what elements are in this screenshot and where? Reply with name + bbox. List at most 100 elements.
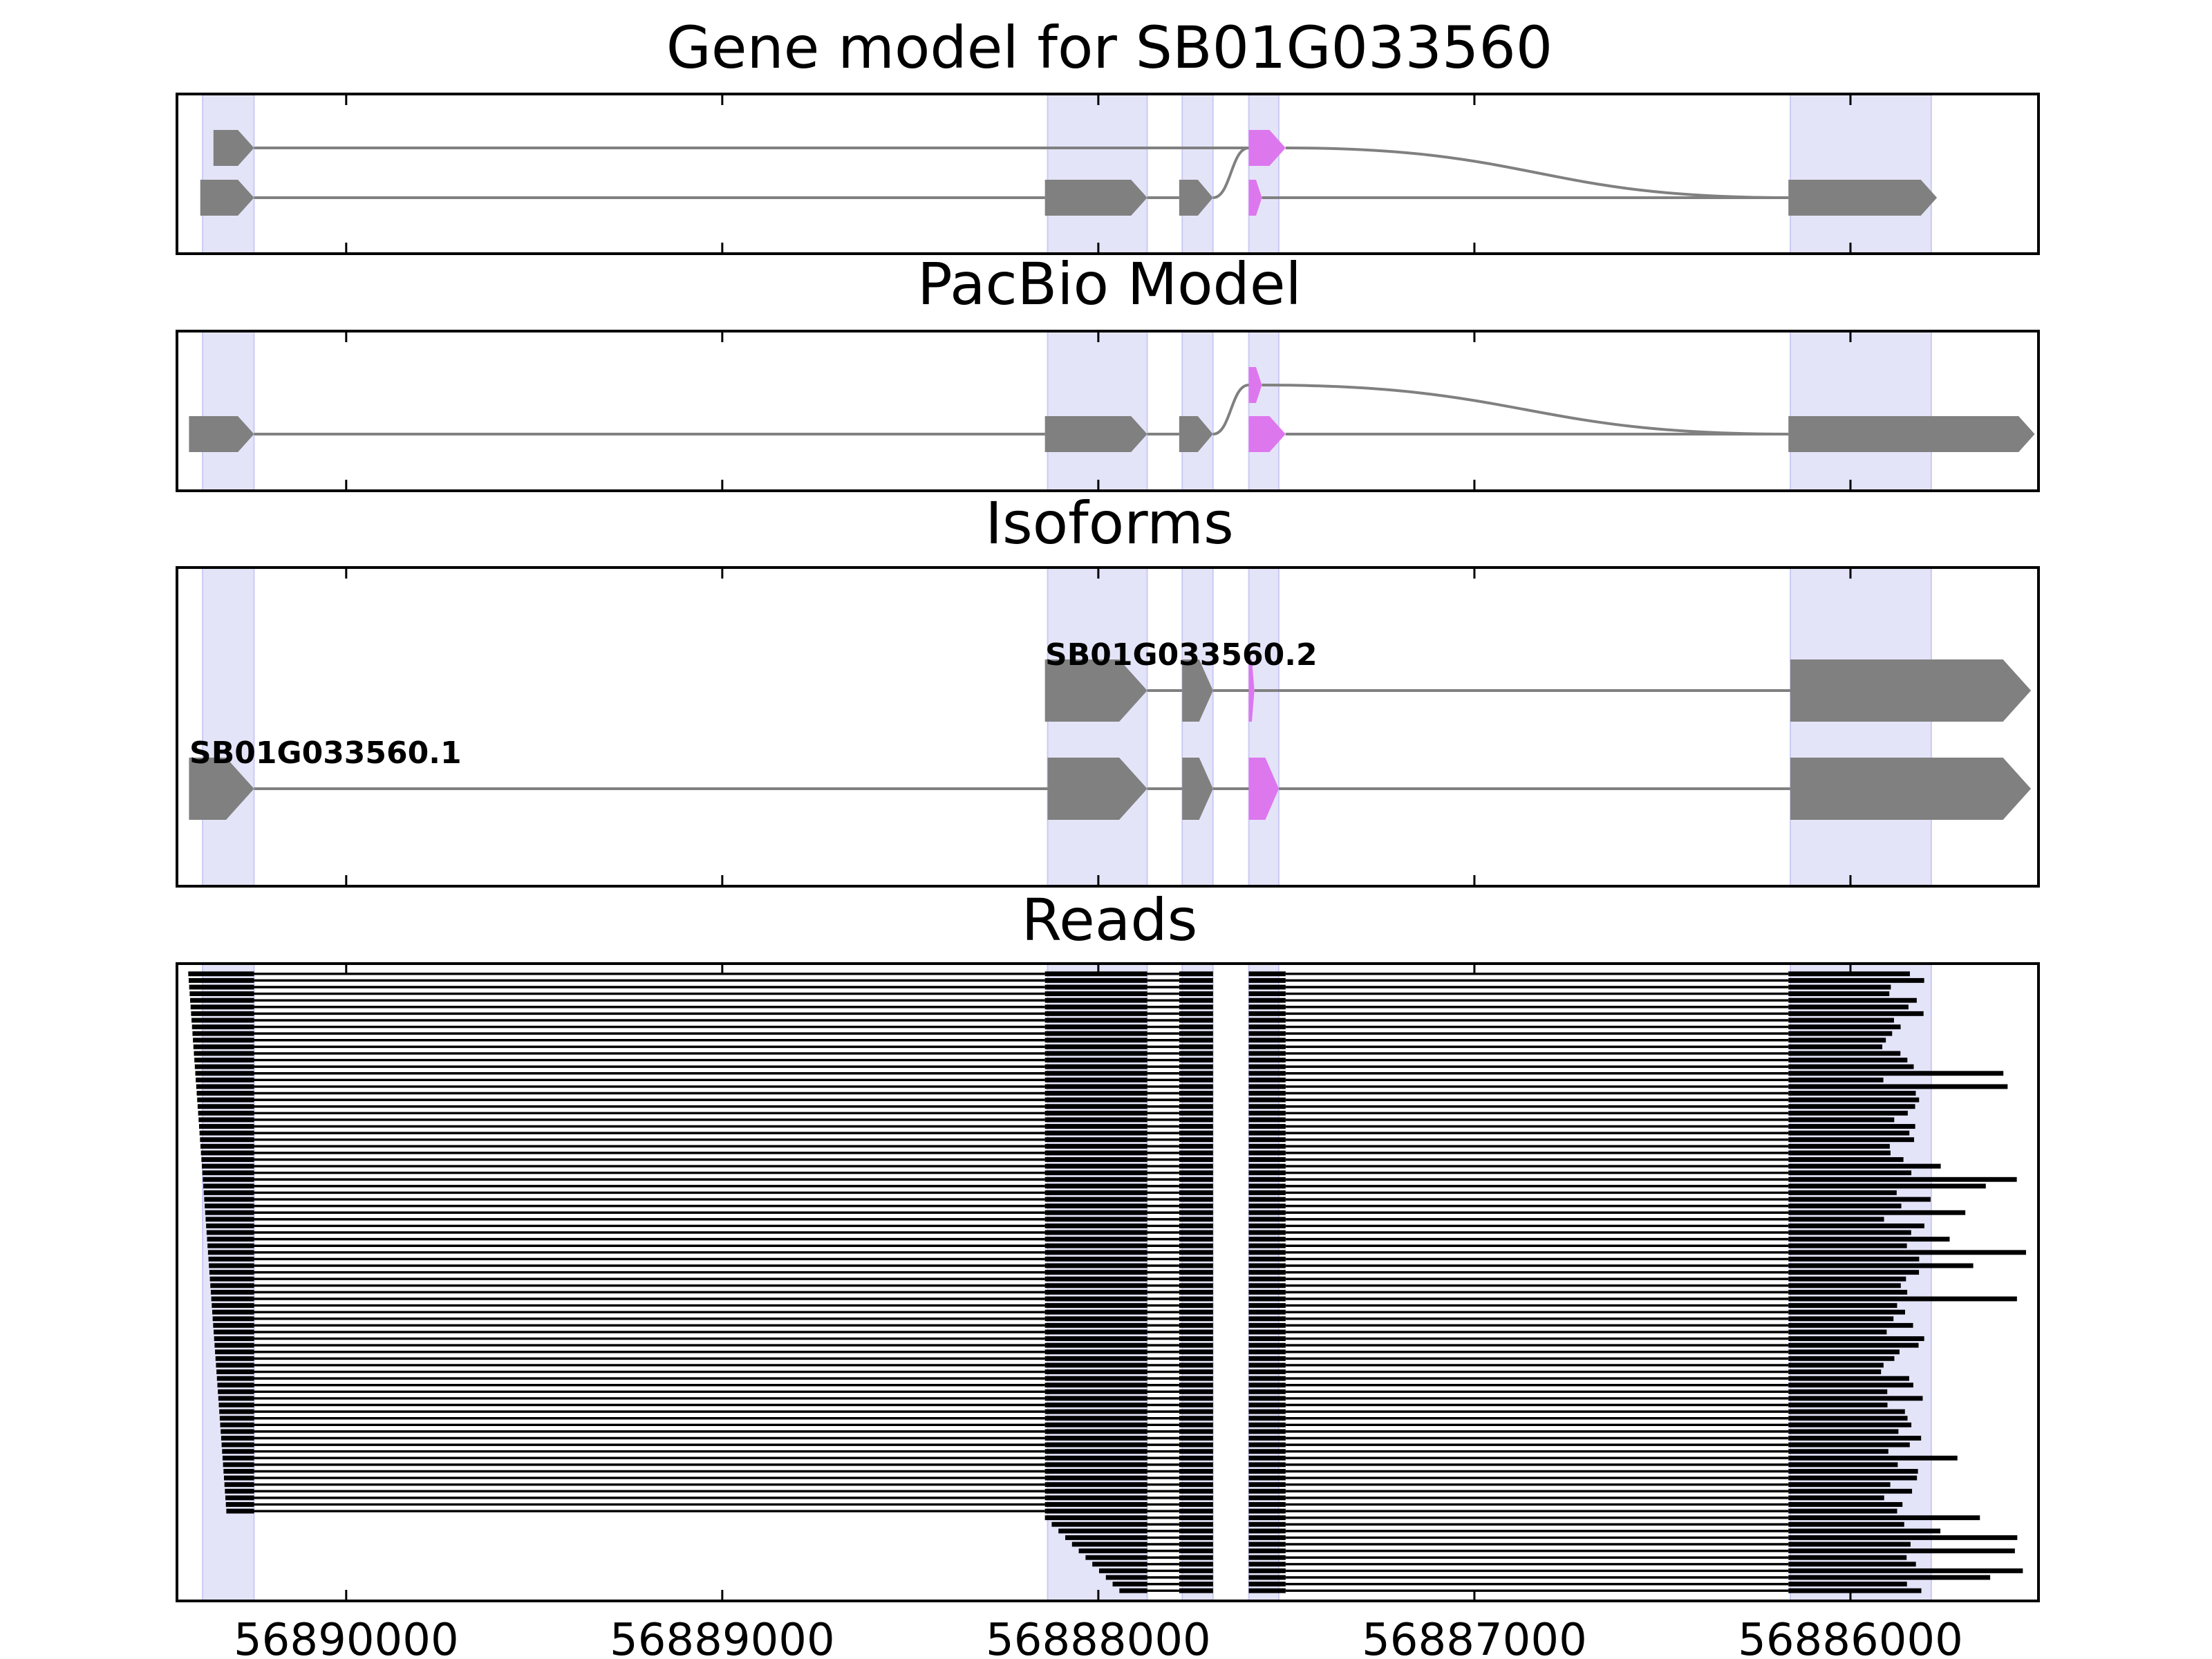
read-block	[226, 1508, 254, 1514]
x-tick-label: 56889000	[610, 1615, 835, 1659]
pacbio-model-title: PacBio Model	[917, 250, 1302, 318]
read-block	[1248, 1488, 1286, 1494]
read-block	[1248, 1541, 1286, 1547]
read-block	[1179, 1422, 1213, 1427]
read-block	[1788, 1555, 1907, 1560]
read-block	[1044, 1183, 1147, 1189]
read-block	[1179, 1555, 1213, 1560]
read-block	[224, 1482, 254, 1488]
read-block	[1788, 1217, 1884, 1222]
read-block	[207, 1243, 254, 1248]
read-block	[1788, 1197, 1931, 1202]
read-block	[1788, 1170, 1912, 1176]
read-block	[1105, 1575, 1147, 1580]
read-block	[1788, 1296, 2017, 1302]
read-block	[1044, 1163, 1147, 1169]
read-block	[1179, 1382, 1213, 1388]
read-block	[191, 1011, 254, 1016]
read-block	[1788, 1071, 2004, 1076]
read-block	[1788, 1329, 1887, 1335]
read-block	[1179, 1575, 1213, 1580]
read-block	[1179, 1051, 1213, 1056]
read-block	[1248, 1535, 1286, 1540]
read-block	[1044, 1436, 1147, 1441]
shaded-region	[201, 330, 255, 491]
read-block	[1788, 1256, 1920, 1262]
read-block	[1788, 1124, 1915, 1129]
read-block	[203, 1190, 254, 1195]
read-block	[1788, 1077, 1884, 1082]
read-block	[218, 1396, 254, 1401]
read-block	[1788, 1031, 1893, 1036]
read-block	[1788, 1051, 1901, 1056]
read-block	[1788, 1462, 1898, 1468]
exon	[189, 758, 254, 820]
read-block	[1179, 1462, 1213, 1468]
read-block	[1179, 1250, 1213, 1255]
read-block	[1044, 1316, 1147, 1322]
read-block	[1248, 1150, 1286, 1156]
read-block	[1248, 1197, 1286, 1202]
read-block	[1248, 1163, 1286, 1169]
gene-model-panel: Gene model for SB01G033560	[176, 14, 2040, 255]
read-block	[1248, 1031, 1286, 1036]
shaded-region	[1248, 93, 1280, 254]
read-block	[1788, 1084, 2008, 1089]
read-block	[216, 1376, 254, 1381]
read-block	[1179, 1256, 1213, 1262]
read-block	[1179, 1521, 1213, 1527]
exon	[189, 416, 254, 452]
exon-highlight	[1248, 659, 1255, 722]
read-block	[1044, 1084, 1147, 1089]
shaded-region	[1181, 567, 1214, 887]
read-block	[1788, 1163, 1941, 1169]
read-block	[1179, 1091, 1213, 1096]
shaded-region	[1047, 963, 1148, 1602]
read-block	[1788, 1469, 1918, 1474]
read-block	[212, 1303, 254, 1309]
read-block	[1044, 1157, 1147, 1162]
read-block	[1788, 1416, 1908, 1421]
read-block	[205, 1217, 254, 1222]
read-block	[1248, 1018, 1286, 1023]
read-block	[1092, 1562, 1147, 1567]
read-block	[215, 1356, 254, 1361]
isoform-tracks	[189, 659, 2032, 820]
read-block	[1788, 1582, 1907, 1587]
read-block	[1179, 1436, 1213, 1441]
read-block	[1788, 1403, 1888, 1407]
read-block	[1179, 977, 1213, 983]
read-block	[1248, 1097, 1286, 1103]
read-block	[1179, 1283, 1213, 1288]
read-block	[1788, 1342, 1919, 1348]
read-block	[1788, 1210, 1966, 1215]
read-block	[1044, 1004, 1147, 1010]
read-block	[1044, 1369, 1147, 1374]
read-block	[1788, 1276, 1906, 1282]
read-block	[1065, 1535, 1147, 1540]
read-block	[1179, 1562, 1213, 1567]
read-block	[1788, 1488, 1913, 1494]
read-block	[1044, 1469, 1147, 1474]
read-block	[1788, 1502, 1903, 1507]
read-block	[206, 1230, 254, 1235]
read-block	[193, 1044, 254, 1049]
pacbio-ticks	[345, 331, 1852, 491]
read-block	[1248, 1575, 1286, 1580]
read-block	[1248, 1263, 1286, 1268]
exon	[1790, 659, 2032, 722]
read-block	[1044, 1482, 1147, 1488]
read-block	[1788, 1548, 2015, 1554]
read-block	[1248, 1508, 1286, 1514]
pacbio-shaded-regions	[201, 330, 1932, 491]
read-block	[204, 1197, 254, 1202]
pacbio-tracks	[189, 367, 2035, 452]
read-block	[202, 1170, 254, 1176]
read-block	[1044, 1336, 1147, 1342]
read-block	[1788, 1137, 1915, 1143]
read-block	[209, 1276, 254, 1282]
read-block	[1179, 1018, 1213, 1023]
read-block	[1044, 1104, 1147, 1109]
read-block	[1248, 1170, 1286, 1176]
